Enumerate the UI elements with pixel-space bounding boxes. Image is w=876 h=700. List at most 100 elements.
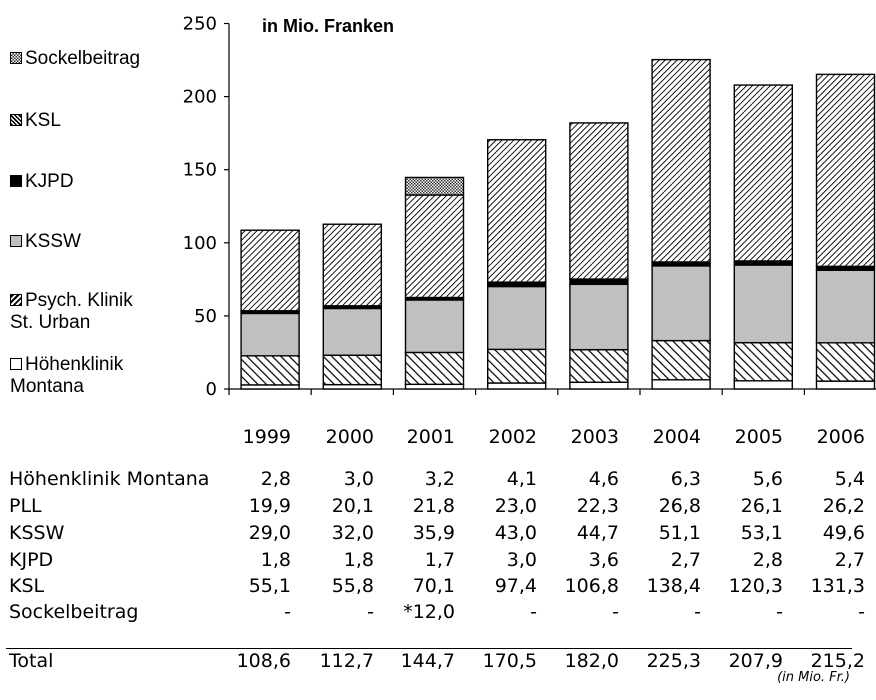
table-cell: 2,7 xyxy=(670,549,701,571)
y-tick-label: 200 xyxy=(183,87,217,108)
table-cell: 3,0 xyxy=(506,549,537,571)
year-header: 2001 xyxy=(406,426,455,448)
table-cell: 23,0 xyxy=(494,495,537,517)
legend-label: KSSW xyxy=(25,231,81,252)
bar-segment-kssw-1999 xyxy=(240,312,300,357)
y-tick-label: 150 xyxy=(183,160,217,181)
table-cell: - xyxy=(612,601,619,623)
table-cell: 21,8 xyxy=(412,495,455,517)
row-label: KSL xyxy=(9,575,45,597)
bar-segment-ksl-2003 xyxy=(569,122,629,280)
bar-segment-sockelbeitrag-2001 xyxy=(404,176,465,196)
table-cell: 26,2 xyxy=(822,495,865,517)
bar-segment-h-henklinik-montana-2004 xyxy=(651,379,711,390)
total-cell: 225,3 xyxy=(646,650,701,672)
table-cell: - xyxy=(284,601,291,623)
bar-segment-psych-klinik-st-urban-2005 xyxy=(733,341,793,382)
bar-segment-psych-klinik-st-urban-2002 xyxy=(487,348,547,384)
table-cell: 2,8 xyxy=(260,468,291,490)
legend-swatch xyxy=(10,52,22,64)
table-cell: 4,6 xyxy=(588,468,619,490)
year-header: 2000 xyxy=(325,426,374,448)
table-cell: 1,7 xyxy=(424,549,455,571)
bar-segment-psych-klinik-st-urban-2003 xyxy=(569,348,629,383)
legend-label: Psych. Klinik xyxy=(25,290,133,311)
table-cell: 26,1 xyxy=(740,495,783,517)
y-tick-label: 50 xyxy=(194,306,217,327)
table-cell: 6,3 xyxy=(670,468,701,490)
bar-segment-ksl-2000 xyxy=(322,223,382,307)
table-cell: 26,8 xyxy=(658,495,701,517)
bar-segment-psych-klinik-st-urban-2001 xyxy=(404,351,465,386)
legend-label: KJPD xyxy=(25,171,74,192)
bar-segment-kssw-2000 xyxy=(322,307,382,356)
bar-segment-h-henklinik-montana-2005 xyxy=(733,380,793,390)
bar-segment-kssw-2001 xyxy=(404,299,465,354)
legend-item: Psych. Klinik St. Urban xyxy=(10,290,133,334)
x-axis xyxy=(228,388,876,395)
row-label: KJPD xyxy=(9,549,54,571)
total-cell: 170,5 xyxy=(482,650,537,672)
bar-segment-ksl-2006 xyxy=(815,73,876,268)
table-cell: 55,1 xyxy=(248,575,291,597)
legend-label: Montana xyxy=(10,376,84,397)
legend-label: Sockelbeitrag xyxy=(25,48,141,69)
legend-item: KSL xyxy=(10,110,61,132)
table-cell: 35,9 xyxy=(412,522,455,544)
bars xyxy=(240,58,876,390)
bar-segment-h-henklinik-montana-2002 xyxy=(487,382,547,390)
table-cell: 20,1 xyxy=(331,495,374,517)
table-cell: 120,3 xyxy=(728,575,783,597)
bar-segment-ksl-2001 xyxy=(404,194,465,299)
bar-segment-kssw-2005 xyxy=(733,264,793,344)
stacked-bar-chart: 0 50 100 150 200 250 xyxy=(183,14,876,400)
year-header: 2004 xyxy=(652,426,701,448)
table-cell: 22,3 xyxy=(576,495,619,517)
legend-item: Höhenklinik Montana xyxy=(10,354,123,398)
row-label: Sockelbeitrag xyxy=(9,601,139,623)
table-cell: 44,7 xyxy=(576,522,619,544)
bar-segment-ksl-2002 xyxy=(487,139,547,283)
table-cell: 131,3 xyxy=(810,575,865,597)
table-cell: 5,4 xyxy=(834,468,865,490)
total-cell: 182,0 xyxy=(564,650,619,672)
table-cell: 1,8 xyxy=(343,549,374,571)
bar-segment-psych-klinik-st-urban-1999 xyxy=(240,355,300,386)
table-cell: 2,8 xyxy=(752,549,783,571)
bar-segment-kssw-2006 xyxy=(815,269,876,344)
table-cell: - xyxy=(530,601,537,623)
table-cell: 2,7 xyxy=(834,549,865,571)
legend-label: St. Urban xyxy=(10,312,91,333)
table-footnote: (in Mio. Fr.) xyxy=(777,670,850,685)
total-cell: 215,2 xyxy=(810,650,865,672)
total-cell: 112,7 xyxy=(319,650,374,672)
table-cell: 106,8 xyxy=(564,575,619,597)
table-cell: 1,8 xyxy=(260,549,291,571)
legend-swatch xyxy=(10,235,22,247)
legend-item: KSSW xyxy=(10,231,81,253)
bar-segment-kssw-2003 xyxy=(569,283,629,351)
total-rule xyxy=(6,648,852,649)
total-cell: 108,6 xyxy=(236,650,291,672)
table-cell: 138,4 xyxy=(646,575,701,597)
table-cell: 97,4 xyxy=(494,575,537,597)
table-cell: 55,8 xyxy=(331,575,374,597)
table-cell: 3,2 xyxy=(424,468,455,490)
table-cell: 19,9 xyxy=(248,495,291,517)
y-tick-label: 0 xyxy=(206,379,217,400)
bar-segment-ksl-2004 xyxy=(651,58,711,263)
table-cell: - xyxy=(367,601,374,623)
bar-segment-ksl-2005 xyxy=(733,84,793,262)
y-tick-label: 100 xyxy=(183,233,217,254)
legend-swatch xyxy=(10,358,22,370)
table-cell: 4,1 xyxy=(506,468,537,490)
y-tick-label: 250 xyxy=(183,14,217,35)
bar-segment-ksl-1999 xyxy=(240,229,300,312)
table-cell: - xyxy=(694,601,701,623)
legend-item: KJPD xyxy=(10,171,74,193)
year-header: 1999 xyxy=(242,426,291,448)
bar-segment-h-henklinik-montana-2003 xyxy=(569,381,629,390)
legend-label: KSL xyxy=(25,110,61,131)
bar-segment-psych-klinik-st-urban-2004 xyxy=(651,339,711,381)
table-cell: - xyxy=(776,601,783,623)
